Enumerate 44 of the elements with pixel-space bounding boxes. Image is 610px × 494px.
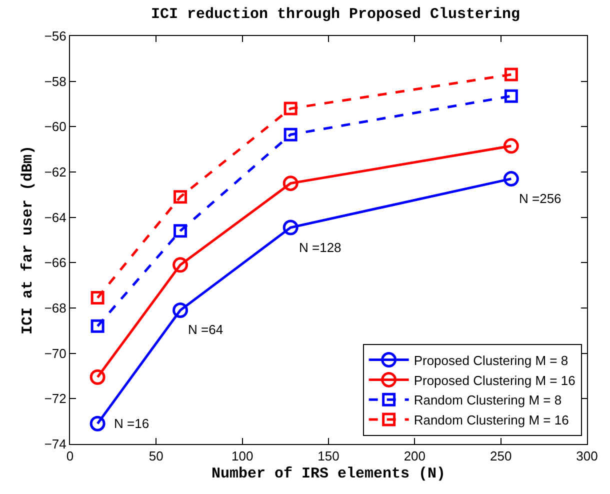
- x-tick-label: 0: [66, 448, 74, 464]
- legend-label: Random Clustering M = 8: [414, 392, 562, 408]
- point: [172, 257, 188, 273]
- x-tick-label: 150: [318, 448, 340, 464]
- point: [90, 319, 104, 333]
- x-tick-label: 100: [231, 448, 254, 464]
- y-tick-label: −70: [44, 346, 66, 361]
- point: [503, 171, 519, 187]
- legend-label: Random Clustering M = 16: [414, 412, 569, 428]
- point: [284, 102, 298, 116]
- point: [90, 369, 106, 385]
- point: [282, 220, 298, 236]
- point: [90, 416, 106, 432]
- annotation: N =256: [519, 191, 562, 206]
- point: [504, 68, 518, 82]
- y-tick-label: −56: [44, 28, 66, 44]
- y-tick-label: −64: [44, 210, 66, 225]
- x-tick-label: 300: [576, 448, 598, 464]
- annotation: N =16: [114, 416, 150, 431]
- x-axis-title: Number of IRS elements (N): [211, 466, 446, 483]
- point: [172, 302, 188, 318]
- point: [282, 176, 298, 192]
- point: [503, 138, 519, 154]
- y-tick-label: −68: [44, 300, 66, 316]
- legend-label: Proposed Clustering M = 16: [414, 372, 576, 388]
- point: [504, 89, 518, 103]
- point: [174, 224, 188, 238]
- x-tick-label: 200: [404, 448, 426, 464]
- x-tick-label: 250: [490, 448, 512, 464]
- point: [284, 128, 298, 142]
- y-axis-title: ICI at far user (dBm): [20, 145, 37, 335]
- annotation: N =64: [188, 322, 224, 337]
- x-tick-label: 50: [148, 448, 164, 464]
- point: [90, 291, 104, 305]
- y-tick-label: −74: [44, 436, 66, 452]
- chart-title: ICI reduction through Proposed Clustering: [150, 6, 520, 23]
- y-tick-label: −72: [44, 391, 66, 406]
- annotation: N =128: [299, 240, 342, 255]
- legend-label: Proposed Clustering M = 8: [414, 352, 568, 368]
- y-tick-label: −66: [44, 255, 66, 270]
- y-tick-label: −58: [44, 74, 66, 89]
- point: [174, 190, 188, 204]
- y-tick-label: −60: [44, 119, 66, 134]
- y-tick-label: −62: [44, 164, 66, 180]
